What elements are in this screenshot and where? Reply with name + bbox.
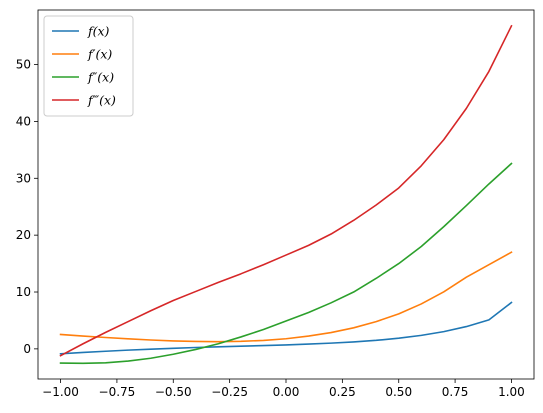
x-tick-label: 0.50 — [385, 385, 412, 399]
series-line-3 — [59, 24, 513, 357]
x-axis: −1.00 −0.75 −0.50 −0.25 0.00 0.25 0.50 0.75 1.00 — [42, 379, 525, 399]
series-lines — [59, 24, 513, 365]
y-tick-label: 20 — [16, 228, 31, 242]
x-tick-label: 1.00 — [498, 385, 525, 399]
y-tick-label: 40 — [16, 114, 31, 128]
legend-label: f‴(x) — [87, 93, 116, 108]
y-tick-label: 10 — [16, 285, 31, 299]
y-tick-label: 0 — [23, 342, 31, 356]
y-axis: 0 10 20 30 40 50 — [16, 58, 38, 356]
x-tick-label: −0.75 — [99, 385, 136, 399]
y-tick-label: 30 — [16, 171, 31, 185]
x-tick-label: −0.25 — [211, 385, 248, 399]
legend-label: f″(x) — [87, 70, 114, 85]
series-line-0 — [59, 301, 513, 355]
x-tick-label: 0.75 — [442, 385, 469, 399]
y-tick-label: 50 — [16, 58, 31, 72]
legend-label: f(x) — [87, 24, 110, 39]
x-tick-label: −0.50 — [155, 385, 192, 399]
x-tick-label: 0.00 — [273, 385, 300, 399]
series-line-2 — [59, 162, 513, 365]
series-line-1 — [59, 251, 513, 343]
legend-label: f′(x) — [87, 47, 112, 62]
legend-box — [43, 15, 134, 117]
x-tick-label: −1.00 — [42, 385, 79, 399]
legend: f(x) f′(x) f″(x) f‴(x) — [43, 15, 134, 117]
x-tick-label: 0.25 — [329, 385, 356, 399]
